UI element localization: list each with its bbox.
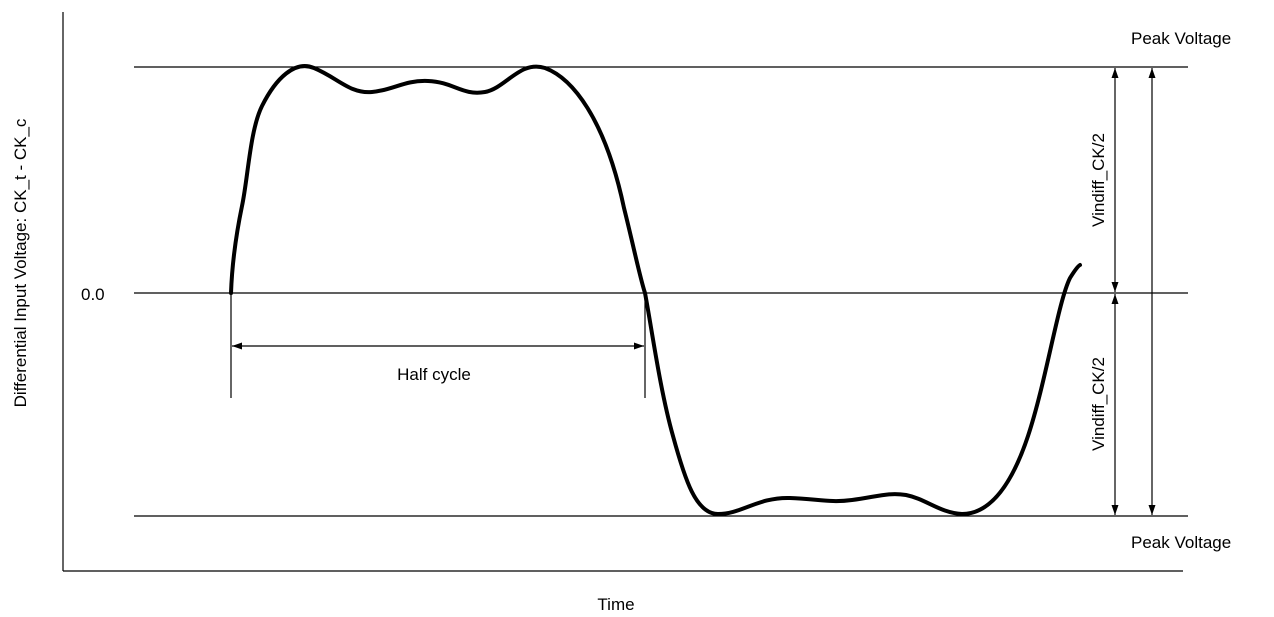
zero-voltage-label: 0.0 xyxy=(81,285,105,304)
vindiff-lower-label: Vindiff_CK/2 xyxy=(1089,357,1108,451)
vindiff-upper-label: Vindiff_CK/2 xyxy=(1089,133,1108,227)
peak-voltage-bottom-label: Peak Voltage xyxy=(1131,533,1231,552)
y-axis-label: Differential Input Voltage: CK_t - CK_c xyxy=(11,118,30,407)
x-axis-label: Time xyxy=(597,595,634,614)
clock-waveform xyxy=(229,64,1082,516)
half-cycle-label: Half cycle xyxy=(397,365,471,384)
peak-voltage-top-label: Peak Voltage xyxy=(1131,29,1231,48)
